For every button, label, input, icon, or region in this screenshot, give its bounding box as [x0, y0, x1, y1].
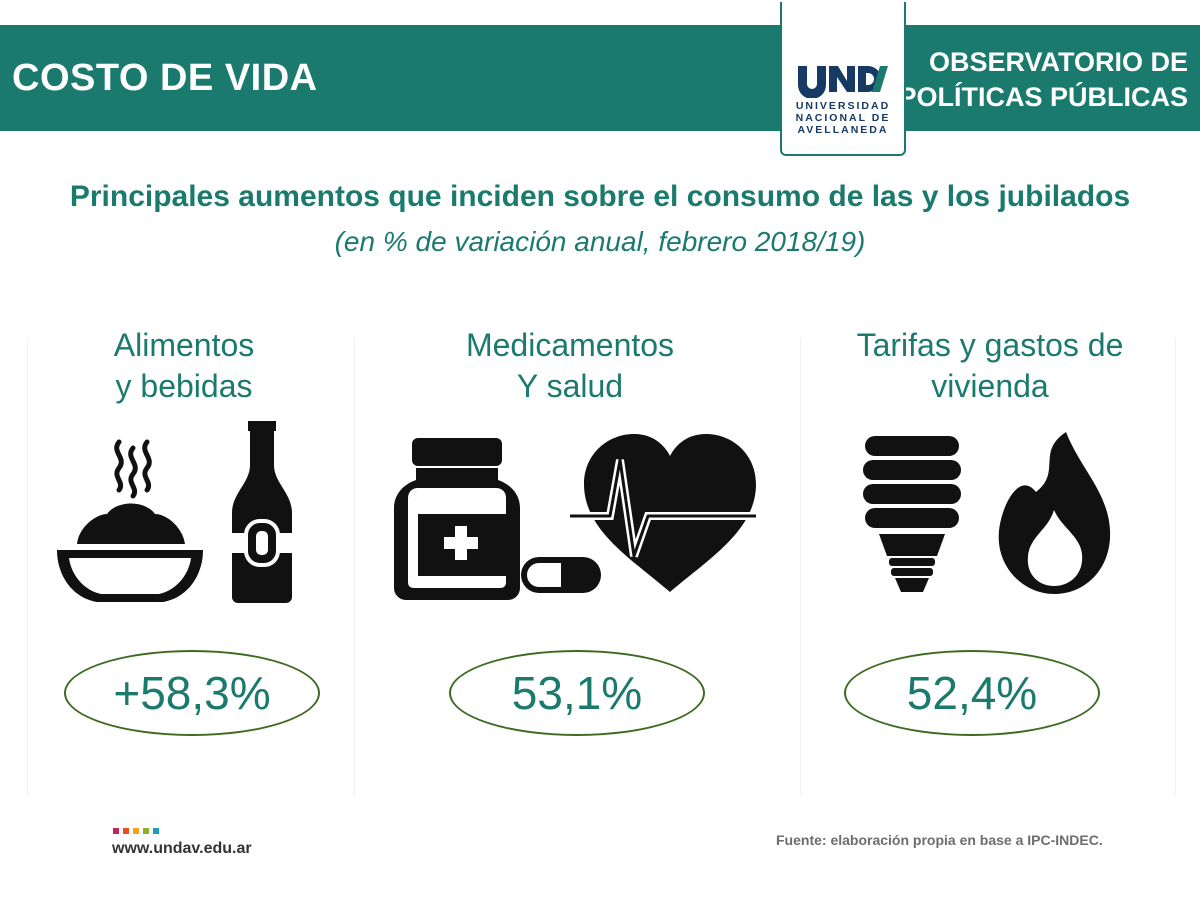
- column-divider: [800, 338, 801, 796]
- undav-logo: UNIVERSIDAD NACIONAL DE AVELLANEDA: [780, 2, 906, 156]
- logo-line1: UNIVERSIDAD: [795, 100, 891, 112]
- brand-dot: [113, 828, 119, 834]
- website-link[interactable]: www.undav.edu.ar: [112, 840, 252, 857]
- brand-dot: [153, 828, 159, 834]
- category-health-line2: Y salud: [516, 368, 624, 404]
- column-divider: [1175, 338, 1176, 796]
- column-divider: [354, 338, 355, 796]
- source-note: Fuente: elaboración propia en base a IPC…: [776, 832, 1103, 848]
- heart-pulse-icon: [570, 434, 756, 592]
- logo-line2: NACIONAL DE: [795, 112, 891, 124]
- value-badge-food: +58,3%: [64, 650, 320, 736]
- undav-logo-mark: [798, 66, 888, 98]
- category-housing-line2: vivienda: [931, 368, 1049, 404]
- category-food-line1: Alimentos: [113, 327, 255, 363]
- page-title: Principales aumentos que inciden sobre e…: [69, 180, 1131, 213]
- logo-wordmark: UNIVERSIDAD NACIONAL DE AVELLANEDA: [782, 100, 904, 136]
- brand-dot: [123, 828, 129, 834]
- category-food-line2: y bebidas: [115, 368, 253, 404]
- value-badge-housing: 52,4%: [844, 650, 1100, 736]
- light-bulb-icon: [863, 436, 961, 592]
- flame-icon: [998, 432, 1111, 594]
- bottle-icon: [232, 421, 292, 603]
- column-divider: [27, 338, 28, 796]
- observatory-title-line2: POLÍTICAS PÚBLICAS: [898, 82, 1188, 112]
- medicine-jar-icon: [394, 438, 520, 600]
- page-subtitle: (en % de variación anual, febrero 2018/1…: [334, 226, 866, 257]
- food-bowl-icon: [57, 439, 203, 602]
- category-health-line1: Medicamentos: [465, 327, 675, 363]
- category-health-label: Medicamentos Y salud: [390, 325, 750, 407]
- brand-color-dots: [113, 828, 163, 834]
- value-badge-health: 53,1%: [449, 650, 705, 736]
- category-housing-line1: Tarifas y gastos de: [856, 327, 1124, 363]
- header-banner: COSTO DE VIDA OBSERVATORIO DE POLÍTICAS …: [0, 25, 1200, 131]
- observatory-title: OBSERVATORIO DE POLÍTICAS PÚBLICAS: [898, 45, 1188, 115]
- category-housing-label: Tarifas y gastos de vivienda: [810, 325, 1170, 407]
- capsule-icon: [521, 557, 601, 593]
- brand-dot: [133, 828, 139, 834]
- section-title: COSTO DE VIDA: [12, 57, 318, 99]
- brand-dot: [143, 828, 149, 834]
- category-food-label: Alimentos y bebidas: [4, 325, 364, 407]
- logo-line3: AVELLANEDA: [797, 124, 889, 136]
- observatory-title-line1: OBSERVATORIO DE: [928, 47, 1188, 77]
